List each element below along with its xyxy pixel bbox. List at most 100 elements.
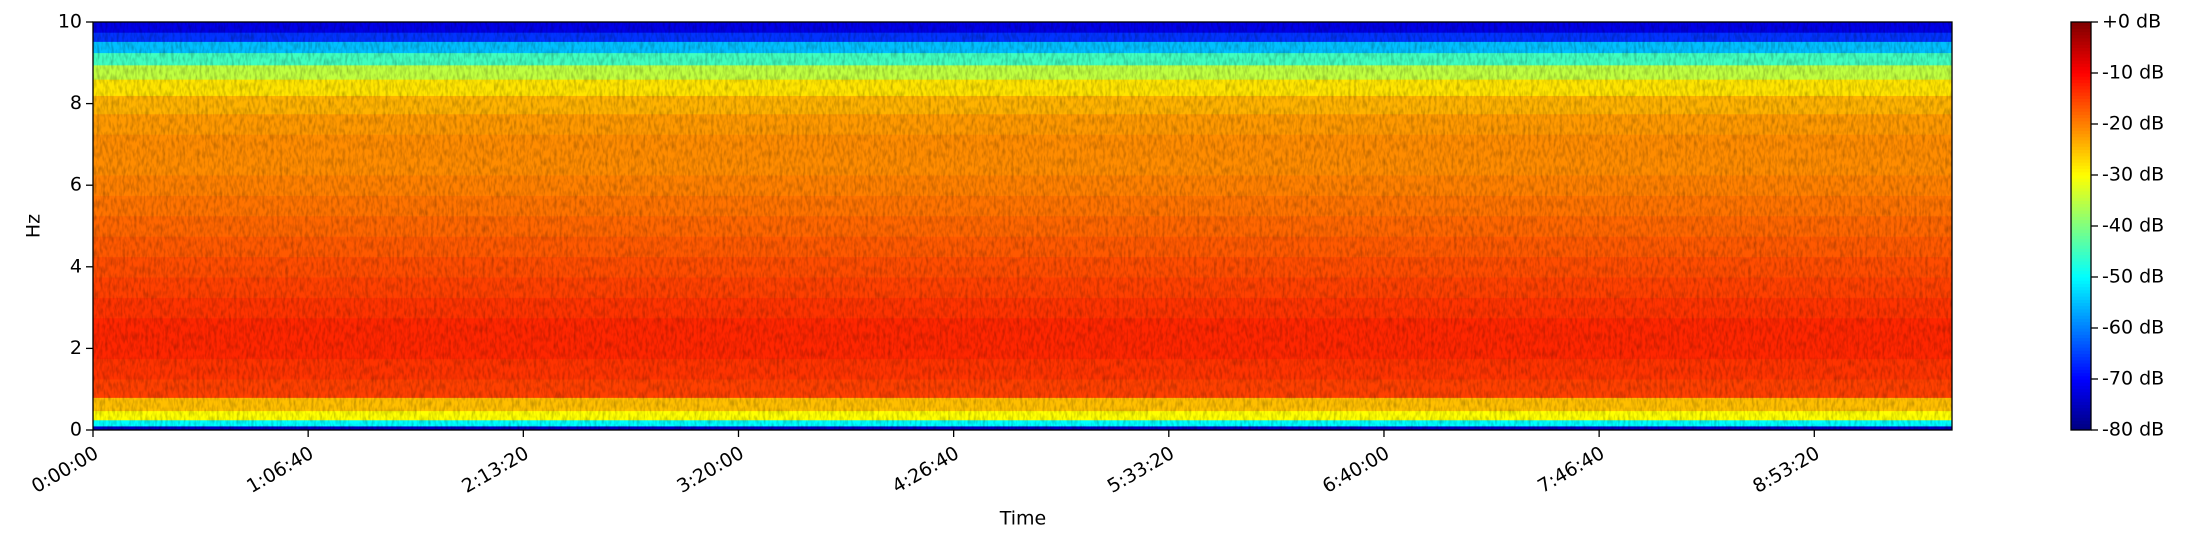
colorbar-swatch [2071,350,2091,354]
colorbar-swatch [2071,25,2091,29]
colorbar-swatch [2071,22,2091,26]
colorbar-swatch [2071,292,2091,297]
colorbar-swatch [2071,414,2091,418]
colorbar [2071,22,2091,431]
colorbar-swatch [2071,283,2091,288]
colorbar-swatch [2071,331,2091,335]
colorbar-swatch [2071,229,2091,233]
colorbar-swatch [2071,194,2091,198]
colorbar-swatch [2071,130,2091,135]
x-tick-label: 7:46:40 [1534,442,1608,498]
colorbar-swatch [2071,92,2091,96]
colorbar-swatch [2071,359,2091,364]
colorbar-swatch [2071,222,2091,227]
x-tick-label: 0:00:00 [28,442,102,498]
colorbar-swatch [2071,356,2091,361]
colorbar-swatch [2071,289,2091,294]
colorbar-swatch [2071,171,2091,176]
colorbar-swatch [2071,143,2091,147]
colorbar-swatch [2071,187,2091,192]
colorbar-tick-label: -10 dB [2102,62,2164,84]
colorbar-swatch [2071,426,2091,431]
colorbar-swatch [2071,369,2091,374]
colorbar-swatch [2071,318,2091,323]
colorbar-swatch [2071,398,2091,402]
colorbar-swatch [2071,104,2091,109]
y-tick-label: 8 [70,92,82,114]
colorbar-swatch [2071,423,2091,428]
colorbar-swatch [2071,324,2091,329]
colorbar-swatch [2071,127,2091,131]
colorbar-swatch [2071,286,2091,291]
colorbar-swatch [2071,200,2091,205]
colorbar-swatch [2071,88,2091,93]
colorbar-swatch [2071,238,2091,243]
colorbar-swatch [2071,407,2091,412]
colorbar-swatch [2071,69,2091,74]
colorbar-swatch [2071,111,2091,115]
colorbar-swatch [2071,261,2091,265]
colorbar-swatch [2071,47,2091,52]
colorbar-tick-label: -80 dB [2102,419,2164,441]
colorbar-swatch [2071,334,2091,339]
colorbar-swatch [2071,178,2091,182]
colorbar-swatch [2071,57,2091,61]
colorbar-tick-label: -40 dB [2102,215,2164,237]
colorbar-swatch [2071,420,2091,425]
colorbar-swatch [2071,60,2091,64]
colorbar-swatch [2071,226,2091,230]
colorbar-tick-label: -50 dB [2102,266,2164,288]
colorbar-swatch [2071,76,2091,80]
colorbar-swatch [2071,120,2091,125]
colorbar-tick-label: -70 dB [2102,368,2164,390]
colorbar-swatch [2071,37,2091,42]
x-tick-label: 2:13:20 [458,442,532,498]
y-tick-label: 6 [70,174,82,196]
colorbar-swatch [2071,73,2091,77]
colorbar-swatch [2071,235,2091,240]
colorbar-swatch [2071,152,2091,157]
y-tick-label: 4 [70,255,82,277]
colorbar-swatch [2071,114,2091,119]
colorbar-tick-label: -30 dB [2102,164,2164,186]
colorbar-swatch [2071,146,2091,150]
x-tick-label: 3:20:00 [673,442,747,498]
colorbar-swatch [2071,391,2091,396]
colorbar-swatch [2071,315,2091,319]
colorbar-swatch [2071,257,2091,262]
colorbar-swatch [2071,340,2091,345]
colorbar-swatch [2071,277,2091,281]
colorbar-swatch [2071,203,2091,208]
colorbar-tick-label: -20 dB [2102,113,2164,135]
colorbar-swatch [2071,197,2091,201]
colorbar-swatch [2071,133,2091,138]
colorbar-swatch [2071,305,2091,310]
colorbar-swatch [2071,296,2091,300]
x-tick-label: 5:33:20 [1104,442,1178,498]
plot-frame [92,21,1953,431]
colorbar-swatch [2071,82,2091,87]
colorbar-swatch [2071,232,2091,237]
colorbar-swatch [2071,302,2091,307]
colorbar-swatch [2071,245,2091,249]
colorbar-swatch [2071,155,2091,160]
colorbar-swatch [2071,139,2091,144]
y-tick-label: 2 [70,337,82,359]
colorbar-swatch [2071,343,2091,348]
colorbar-swatch [2071,273,2091,278]
colorbar-swatch [2071,63,2091,68]
colorbar-swatch [2071,162,2091,166]
colorbar-swatch [2071,372,2091,377]
colorbar-swatch [2071,388,2091,393]
colorbar-swatch [2071,50,2091,55]
colorbar-swatch [2071,385,2091,390]
colorbar-swatch [2071,213,2091,217]
colorbar-swatch [2071,328,2091,332]
colorbar-swatch [2071,136,2091,141]
colorbar-swatch [2071,404,2091,409]
x-axis-label: Time [999,508,1047,530]
colorbar-swatch [2071,270,2091,275]
colorbar-swatch [2071,410,2091,415]
colorbar-swatch [2071,181,2091,186]
